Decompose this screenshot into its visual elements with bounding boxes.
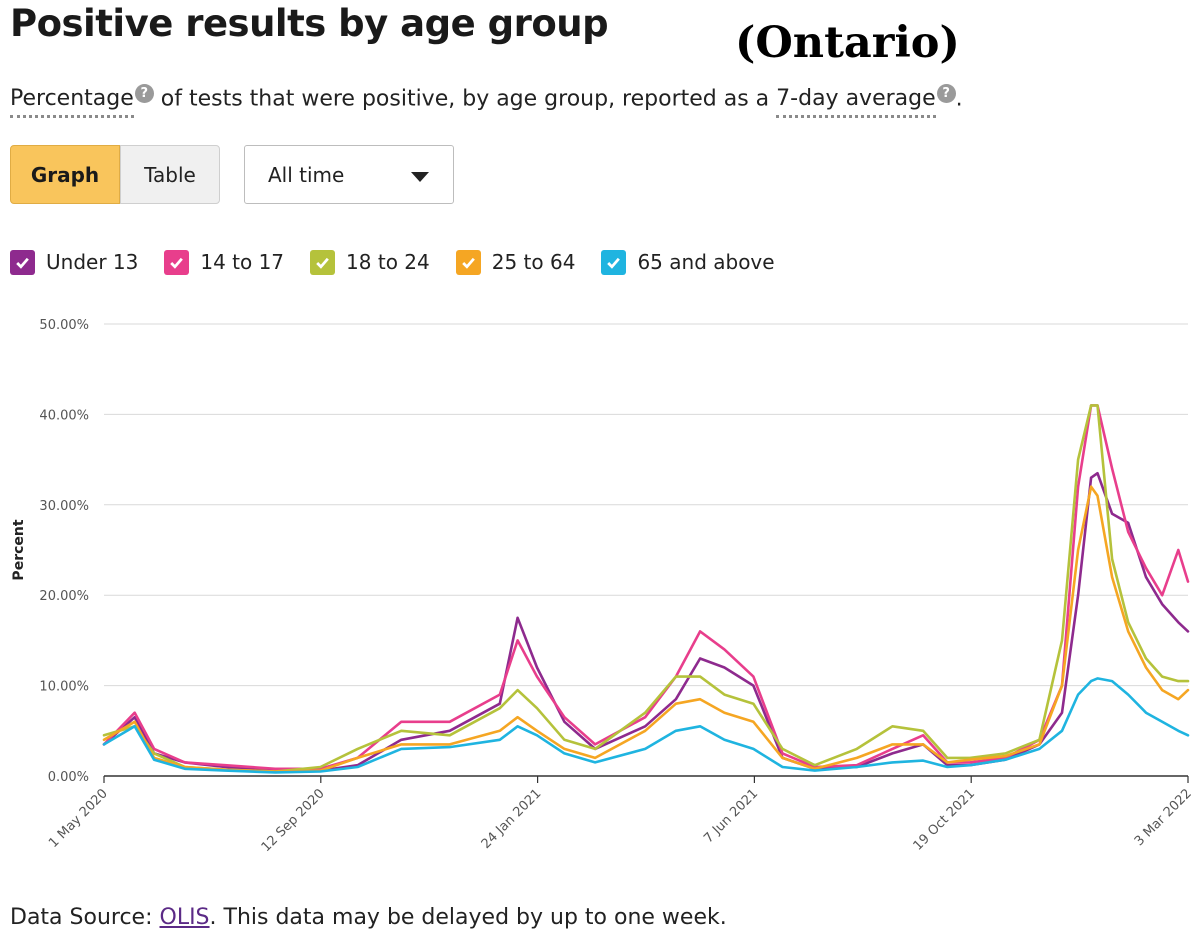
legend-item-18-to-24[interactable]: 18 to 24 [310, 249, 430, 275]
olis-link[interactable]: OLIS [159, 905, 210, 930]
series-line-18-to-24 [102, 404, 1190, 773]
series-line-25-to-64 [102, 485, 1190, 773]
subtitle-middle-text: of tests that were positive, by age grou… [153, 86, 777, 112]
percentage-term[interactable]: Percentage [10, 86, 134, 119]
legend-label: 14 to 17 [200, 250, 285, 274]
y-tick-label: 40.00% [39, 408, 89, 423]
checkbox-icon[interactable] [310, 249, 336, 275]
legend-label: 25 to 64 [491, 250, 576, 274]
y-tick-label: 20.00% [39, 589, 89, 604]
caret-down-icon [411, 172, 429, 182]
chart-subtitle: Percentage? of tests that were positive,… [10, 84, 963, 119]
x-tick-label: 7 Jun 2021 [701, 786, 761, 846]
checkbox-icon[interactable] [455, 249, 481, 275]
checkbox-icon[interactable] [601, 249, 627, 275]
y-axis-label: Percent [11, 519, 27, 580]
legend-label: Under 13 [46, 250, 139, 274]
series-line-65-and-above [102, 677, 1190, 774]
series-line-14-to-17 [102, 404, 1190, 771]
checkbox-icon[interactable] [164, 249, 190, 275]
source-prefix: Data Source: [10, 905, 160, 930]
x-tick-label: 24 Jan 2021 [479, 786, 545, 852]
x-tick-label: 12 Sep 2020 [259, 786, 328, 855]
line-chart: 0.00% 10.00% 20.00% 30.00% 40.00% 50.00% Perce… [11, 318, 1195, 855]
checkbox-icon[interactable] [10, 249, 35, 275]
chart-legend: Under 13 14 to 17 18 to 24 25 to 64 65 a… [10, 248, 801, 276]
x-tick-label: 19 Oct 2021 [911, 786, 978, 853]
legend-item-under-13[interactable]: Under 13 [10, 249, 139, 275]
y-tick-label: 50.00% [39, 318, 89, 333]
x-tick-label: 3 Mar 2022 [1132, 786, 1195, 849]
legend-item-14-to-17[interactable]: 14 to 17 [164, 249, 285, 275]
legend-label: 18 to 24 [346, 250, 430, 274]
chart-title: Positive results by age group [10, 2, 609, 45]
y-tick-label: 10.00% [39, 680, 89, 695]
y-tick-label: 0.00% [48, 770, 89, 785]
subtitle-end-text: . [955, 86, 963, 112]
legend-item-25-to-64[interactable]: 25 to 64 [455, 249, 576, 275]
region-annotation: (Ontario) [735, 18, 960, 68]
help-icon[interactable]: ? [936, 84, 956, 103]
source-suffix: . This data may be delayed by up to one … [209, 905, 727, 930]
legend-label: 65 and above [637, 250, 775, 274]
time-range-value: All time [268, 162, 345, 187]
legend-item-65-and-above[interactable]: 65 and above [601, 249, 775, 275]
data-source-note: Data Source: OLIS. This data may be dela… [10, 905, 727, 930]
table-view-button[interactable]: Table [120, 145, 220, 204]
graph-view-button[interactable]: Graph [10, 145, 120, 204]
y-tick-label: 30.00% [39, 499, 89, 514]
x-tick-label: 1 May 2020 [46, 786, 111, 851]
series-line-under-13 [102, 471, 1190, 772]
seven-day-average-term[interactable]: 7-day average [776, 86, 936, 119]
help-icon[interactable]: ? [134, 84, 154, 103]
time-range-dropdown[interactable]: All time [244, 145, 454, 204]
